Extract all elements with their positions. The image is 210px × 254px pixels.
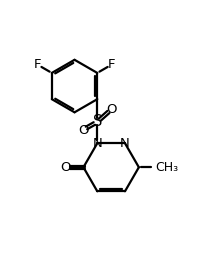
Text: N: N	[120, 137, 130, 150]
Text: S: S	[93, 114, 102, 129]
Text: CH₃: CH₃	[156, 161, 179, 174]
Text: F: F	[108, 58, 116, 71]
Text: N: N	[92, 137, 102, 150]
Text: O: O	[61, 161, 71, 174]
Text: F: F	[34, 58, 41, 71]
Text: O: O	[78, 123, 89, 137]
Text: O: O	[106, 103, 116, 116]
